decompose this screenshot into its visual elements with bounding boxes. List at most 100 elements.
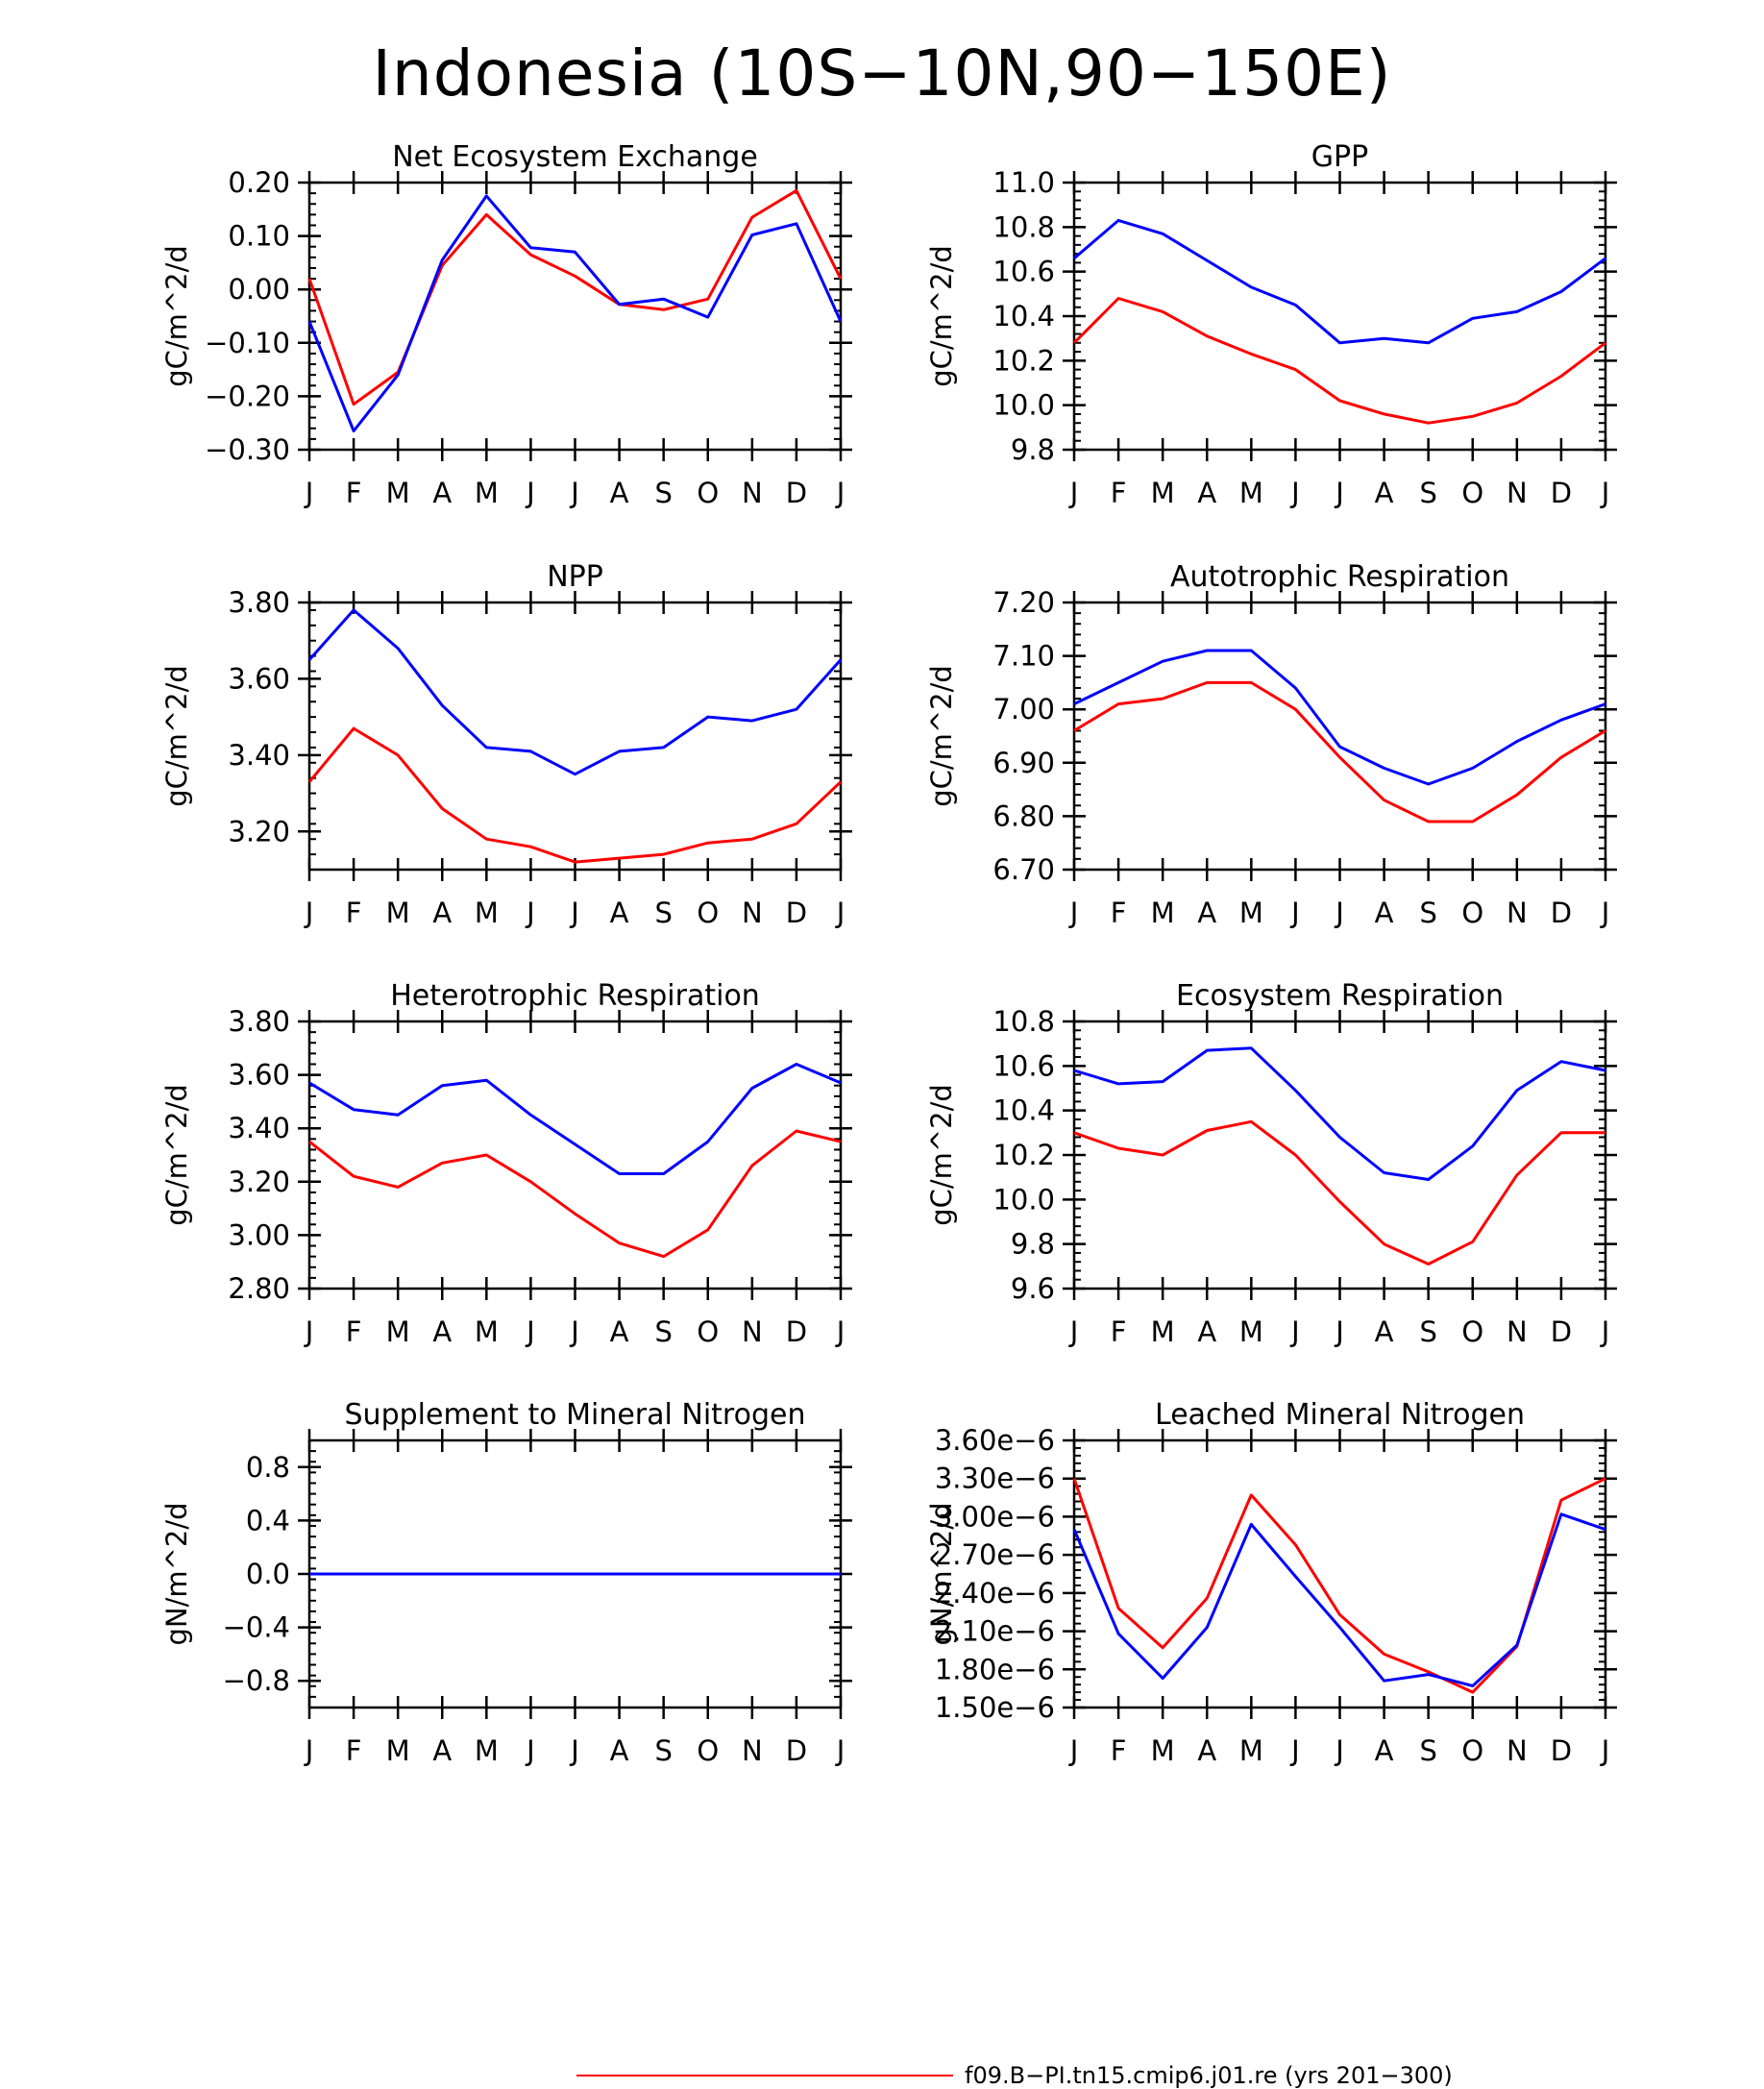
panel-title: Net Ecosystem Exchange [392,140,758,174]
y-tick-label: 7.20 [992,586,1055,619]
y-tick-label: 3.20 [228,815,290,848]
x-tick-label: N [742,897,763,929]
plot-frame [307,181,843,452]
x-tick-label: M [1239,897,1263,929]
x-tick-label: A [1197,1315,1216,1348]
y-tick-label: 6.70 [992,853,1055,886]
y-tick-label: 3.40 [228,739,290,772]
x-tick-label: S [1419,897,1436,929]
y-tick-label: 3.80 [228,1005,290,1038]
x-tick-label: N [742,1734,763,1767]
x-tick-label: D [1551,897,1572,929]
x-tick-label: M [386,1315,410,1348]
series-line-red [1073,1119,1605,1266]
y-tick-label: 7.00 [992,693,1055,725]
chart-panel-6: Ecosystem Respiration gC/m^2/d 10.8 10.6 10.… [925,979,1617,1348]
series-line-red [1073,680,1606,823]
legend-label: f09.B−PI.tn15.cmip6.j01.re (yrs 201−300) [965,2062,1453,2089]
plot-frame [1072,181,1607,452]
x-tick-label: O [1461,1734,1483,1767]
y-tick-label: −0.4 [223,1611,290,1644]
panel-title: Heterotrophic Respiration [390,979,760,1013]
x-tick-label: J [1068,1734,1079,1767]
x-tick-label: N [1507,477,1528,509]
y-tick-label: 3.40 [228,1112,290,1144]
y-tick-label: −0.10 [205,327,290,359]
x-tick-label: N [1507,1734,1528,1767]
x-tick-label: J [525,897,535,929]
panel-title: NPP [547,560,603,594]
y-tick-label: 1.80e−6 [935,1653,1055,1685]
y-tick-label: −0.8 [223,1664,290,1697]
x-tick-label: F [346,1734,362,1767]
panel-title: Autotrophic Respiration [1170,560,1509,594]
x-tick-label: J [835,1315,845,1348]
x-tick-label: J [1334,477,1344,509]
x-tick-label: J [1289,477,1300,509]
series-line-red [307,188,843,406]
x-tick-label: J [304,1315,314,1348]
y-tick-label: 6.90 [992,747,1055,779]
x-tick-label: J [569,477,579,509]
x-tick-label: M [1151,477,1175,509]
x-tick-label: J [1289,1734,1300,1767]
x-tick-label: M [475,1315,499,1348]
y-axis-label: gC/m^2/d [160,245,193,387]
x-tick-label: A [432,1734,452,1767]
x-tick-label: A [610,897,629,929]
y-tick-label: 10.4 [992,300,1055,332]
y-tick-label: 11.0 [992,166,1055,199]
panel-title: Leached Mineral Nitrogen [1155,1398,1525,1432]
series-line-red [1072,1477,1606,1694]
x-tick-label: S [654,1734,672,1767]
x-tick-label: M [1151,897,1175,929]
x-tick-label: M [1239,477,1263,509]
x-tick-label: N [742,477,763,509]
x-tick-label: J [525,1734,535,1767]
x-tick-label: F [346,477,362,509]
series-line-blue [307,194,843,432]
x-tick-label: M [475,897,499,929]
series-line-blue [1072,1512,1606,1687]
y-tick-label: 1.50e−6 [935,1691,1055,1724]
y-tick-label: 2.70e−6 [935,1538,1055,1571]
x-tick-label: A [610,1734,629,1767]
x-tick-label: A [1197,1734,1216,1767]
y-tick-label: 0.00 [228,273,290,306]
y-tick-label: 0.4 [246,1504,290,1536]
x-tick-label: N [1507,897,1528,929]
x-tick-label: A [432,477,452,509]
x-tick-label: J [525,1315,535,1348]
panel-title: Ecosystem Respiration [1176,979,1504,1013]
x-tick-label: S [1419,1734,1436,1767]
x-tick-label: A [432,1315,452,1348]
x-tick-label: D [786,897,807,929]
y-tick-label: 7.10 [992,640,1055,673]
y-tick-label: 3.00e−6 [935,1500,1055,1533]
x-tick-label: J [304,477,314,509]
x-tick-label: J [304,1734,314,1767]
x-tick-label: F [1111,1734,1127,1767]
x-tick-label: S [1419,1315,1436,1348]
chart-panel-7: Supplement to Mineral Nitrogen gN/m^2/d 0.… [160,1398,852,1767]
x-tick-label: M [386,477,410,509]
x-tick-label: J [835,1734,845,1767]
y-tick-label: 10.0 [992,389,1055,422]
x-tick-label: M [1239,1315,1263,1348]
y-tick-label: 10.6 [992,1049,1055,1082]
y-tick-label: 10.2 [992,1139,1055,1171]
y-tick-label: 10.0 [992,1183,1055,1216]
x-tick-label: M [1239,1734,1263,1767]
y-tick-label: 10.8 [992,210,1055,243]
x-tick-label: J [1600,477,1610,509]
x-tick-label: S [654,477,672,509]
x-tick-label: M [386,1734,410,1767]
y-tick-label: 3.00 [228,1218,290,1251]
y-tick-label: 9.6 [1011,1272,1055,1305]
panel-title: GPP [1311,140,1368,174]
plot-frame [307,601,843,872]
legend: f09.B−PI.tn15.cmip6.j01.re (yrs 201−300) [576,2062,1729,2089]
x-tick-label: J [569,1734,579,1767]
